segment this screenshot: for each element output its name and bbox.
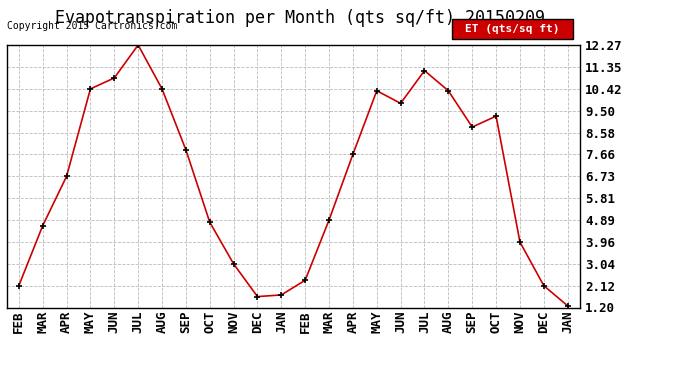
Text: Evapotranspiration per Month (qts sq/ft) 20150209: Evapotranspiration per Month (qts sq/ft)… [55, 9, 545, 27]
Text: Copyright 2015 Cartronics.com: Copyright 2015 Cartronics.com [7, 21, 177, 31]
Text: ET (qts/sq ft): ET (qts/sq ft) [465, 24, 560, 34]
